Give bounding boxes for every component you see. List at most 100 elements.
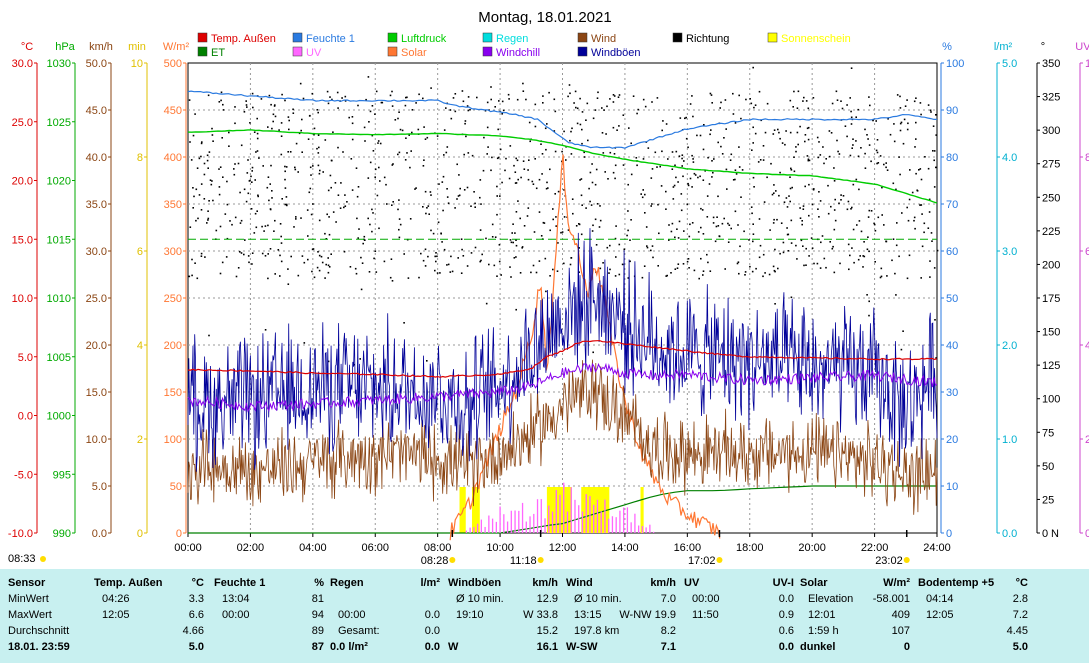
direction-point <box>247 159 249 161</box>
legend-swatch <box>292 46 303 57</box>
direction-point <box>868 250 870 253</box>
y-tick-label: 350 <box>164 199 182 211</box>
direction-point <box>929 276 931 278</box>
legend-swatch <box>387 32 398 43</box>
direction-point <box>803 96 805 99</box>
x-tick-label: 00:00 <box>174 542 202 554</box>
direction-point <box>207 94 210 97</box>
direction-point <box>651 245 654 247</box>
direction-point <box>493 264 496 267</box>
direction-point <box>449 271 452 273</box>
direction-point <box>209 179 212 181</box>
direction-point <box>932 125 935 127</box>
direction-point <box>908 198 911 201</box>
direction-point <box>203 173 206 176</box>
direction-point <box>781 142 784 144</box>
direction-point <box>921 213 923 215</box>
stats-value: -58.001 <box>872 593 910 605</box>
direction-point <box>499 148 502 151</box>
direction-point <box>498 260 501 263</box>
stats-value: 16.1 <box>536 641 558 653</box>
y-tick-label: 30 <box>946 387 958 399</box>
stats-row: Ø 10 min. 12.9 <box>448 591 558 607</box>
direction-point <box>795 244 797 247</box>
direction-point <box>674 236 676 239</box>
direction-point <box>430 87 432 89</box>
direction-point <box>720 101 722 104</box>
direction-point <box>753 186 755 188</box>
direction-point <box>609 268 611 271</box>
direction-point <box>880 275 883 278</box>
stats-label: 12:05 <box>926 609 954 621</box>
direction-point <box>766 102 769 105</box>
direction-point <box>267 224 269 227</box>
direction-point <box>606 246 609 249</box>
direction-point <box>898 255 900 258</box>
direction-point <box>678 220 681 223</box>
stats-row: 4.45 <box>918 623 1028 639</box>
direction-point <box>764 131 767 134</box>
direction-point <box>818 141 820 143</box>
y-tick-label: 1000 <box>47 411 71 423</box>
direction-point <box>248 261 250 264</box>
direction-point <box>389 94 392 97</box>
direction-point <box>284 187 287 189</box>
stats-value: 0.0 <box>424 609 440 621</box>
direction-point <box>762 275 764 278</box>
direction-point <box>931 240 933 242</box>
direction-point <box>688 235 691 238</box>
direction-point <box>805 247 807 250</box>
stats-value: 4.45 <box>1006 625 1028 637</box>
direction-point <box>332 211 335 213</box>
x-tick-label: 04:00 <box>299 542 327 554</box>
direction-point <box>309 187 312 190</box>
stats-column: Regen l/m² 00:00 0.0 Gesamt: 0.0 0.0 l/m² 0.0 <box>330 569 440 663</box>
direction-point <box>772 222 775 224</box>
direction-point <box>486 153 488 155</box>
stats-row: Feuchte 1% <box>214 575 324 591</box>
direction-point <box>254 179 256 181</box>
direction-point <box>836 139 838 142</box>
direction-point <box>807 126 810 129</box>
direction-point <box>827 184 829 187</box>
direction-point <box>813 188 815 190</box>
direction-point <box>327 102 330 105</box>
direction-point <box>599 219 602 222</box>
direction-point <box>367 76 370 78</box>
direction-point <box>445 107 447 109</box>
direction-point <box>262 165 264 167</box>
direction-point <box>803 264 805 267</box>
stats-row: Gesamt: 0.0 <box>330 623 440 639</box>
direction-point <box>371 208 373 211</box>
stats-value: 5.0 <box>188 641 204 653</box>
direction-point <box>652 256 654 259</box>
stats-value: 7.2 <box>1012 609 1028 621</box>
direction-point <box>875 149 878 152</box>
y-tick-label: 400 <box>164 152 182 164</box>
direction-point <box>520 176 522 179</box>
direction-point <box>804 185 806 188</box>
direction-point <box>575 106 577 109</box>
y-tick-label: 500 <box>164 58 182 70</box>
direction-point <box>307 138 310 140</box>
direction-point <box>541 153 544 155</box>
direction-point <box>831 102 834 105</box>
direction-point <box>427 205 430 207</box>
direction-point <box>668 239 670 241</box>
direction-point <box>732 92 734 95</box>
direction-point <box>446 188 448 190</box>
direction-point <box>379 180 381 182</box>
direction-point <box>644 105 647 108</box>
direction-point <box>464 122 466 125</box>
stats-row: 0.6 <box>684 623 794 639</box>
stats-row: 5.0 <box>94 639 204 655</box>
direction-point <box>474 206 476 208</box>
direction-point <box>837 150 839 153</box>
stats-label: W-SW <box>566 641 598 653</box>
stats-row: 11:50 0.9 <box>684 607 794 623</box>
direction-point <box>491 156 493 159</box>
stats-value: 12.9 <box>536 593 558 605</box>
direction-point <box>714 240 717 243</box>
direction-point <box>808 214 810 217</box>
direction-point <box>516 98 519 101</box>
